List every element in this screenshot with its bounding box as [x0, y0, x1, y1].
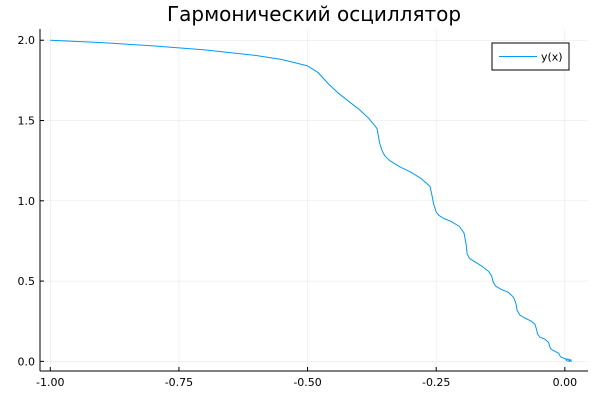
y-tick-label: 0.0	[18, 355, 36, 368]
x-tick-label: -0.25	[422, 376, 450, 389]
y-tick-label: 1.0	[18, 195, 36, 208]
y-tick-label: 2.0	[18, 34, 36, 47]
chart-title: Гармонический осциллятор	[167, 2, 461, 26]
x-tick-label: -1.00	[36, 376, 64, 389]
y-tick-label: 1.5	[18, 115, 36, 128]
axes	[39, 29, 588, 372]
x-tick-label: -0.50	[293, 376, 321, 389]
x-tick-label: -0.75	[165, 376, 193, 389]
legend: y(x)	[491, 42, 570, 71]
grid	[40, 29, 588, 371]
legend-label: y(x)	[541, 51, 563, 64]
series	[50, 39, 572, 362]
tick-labels: -1.00 -0.75 -0.50 -0.25 0.00 0.0 0.5 1.0 1.5 2.0	[18, 34, 578, 389]
y-tick-label: 0.5	[18, 275, 36, 288]
x-tick-label: 0.00	[553, 376, 578, 389]
series-line	[50, 39, 572, 362]
